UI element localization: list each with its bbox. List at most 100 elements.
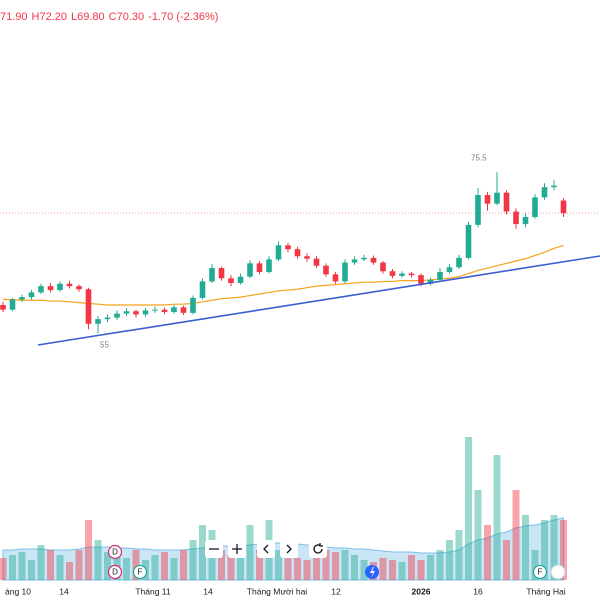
volume-bar: [436, 550, 444, 580]
event-marker[interactable]: D: [107, 564, 123, 580]
candle-body: [171, 307, 177, 313]
volume-bar: [560, 520, 567, 580]
candle-body: [408, 273, 415, 276]
candle-body: [76, 286, 82, 290]
candle-body: [209, 268, 215, 282]
moving-average: [3, 244, 564, 306]
volume-bar: [313, 555, 320, 580]
candle-body: [465, 224, 472, 258]
volume-bar: [493, 455, 501, 580]
volume-bar: [455, 530, 463, 580]
candle-body: [294, 249, 301, 257]
volume-bar: [427, 555, 434, 580]
candle-body: [161, 309, 168, 313]
candle-body: [560, 200, 567, 214]
volume-bar: [18, 552, 26, 580]
volume-bar: [541, 520, 548, 580]
volume-bar: [123, 558, 130, 580]
candle-body: [133, 311, 139, 315]
volume-bar: [360, 560, 368, 580]
zoom-in-icon: [232, 544, 242, 554]
volume-bar: [275, 550, 282, 580]
legend-item: -1.70 (-2.36%): [148, 11, 218, 23]
candle-body: [38, 286, 44, 293]
volume-bar: [151, 555, 159, 580]
volume-bar: [522, 515, 529, 580]
candle-body: [351, 259, 358, 263]
event-extra[interactable]: [550, 564, 566, 580]
x-axis-label: áng 10: [5, 586, 31, 596]
candle-body: [532, 197, 538, 218]
scroll-right-icon: [286, 544, 292, 554]
candle-body: [313, 258, 320, 266]
candle-body: [361, 257, 367, 260]
volume-bar: [66, 562, 73, 580]
candle-body: [142, 310, 149, 315]
volume-bar: [408, 555, 415, 580]
candle-body: [9, 299, 16, 310]
candle-body: [199, 281, 206, 298]
volume-bar: [199, 525, 206, 580]
candle-body: [104, 317, 111, 320]
event-label: D: [112, 568, 118, 577]
volume-bar: [398, 562, 406, 580]
ohlc-legend: 71.90 H72.20 L69.80 C70.30 -1.70 (-2.36%): [0, 11, 218, 23]
x-axis-label: 2026: [412, 586, 431, 596]
candle-body: [28, 292, 35, 298]
volume-bar: [417, 560, 425, 580]
candle-body: [66, 283, 73, 287]
candle-body: [152, 309, 158, 311]
volume-bar: [246, 525, 254, 580]
scroll-right-button[interactable]: [280, 540, 298, 558]
event-circle: [107, 544, 123, 560]
candle-body: [475, 195, 481, 225]
volume-bar: [94, 540, 102, 580]
lightning-event[interactable]: [365, 565, 379, 579]
candle-body: [228, 278, 234, 283]
volume-bar: [484, 525, 491, 580]
candle-body: [180, 307, 187, 313]
event-marker[interactable]: D: [107, 544, 123, 560]
volume-bar: [256, 550, 263, 580]
candle-body: [285, 245, 291, 250]
candle-body: [19, 297, 25, 300]
candle-body: [427, 279, 434, 284]
volume-bar: [75, 550, 83, 580]
event-circle: [532, 564, 548, 580]
volume-bar: [474, 490, 482, 580]
reset-button[interactable]: [309, 540, 327, 558]
event-marker[interactable]: F: [532, 564, 548, 580]
candle-body: [503, 192, 510, 212]
candle-body: [437, 271, 443, 280]
candle-body: [399, 273, 405, 276]
candle-body: [123, 311, 130, 314]
volume-bar: [351, 555, 358, 580]
volume-bar: [550, 515, 558, 580]
candle-body: [456, 257, 462, 268]
candle-body: [114, 313, 120, 318]
x-axis-label: 14: [59, 586, 69, 596]
candle-body: [513, 211, 519, 225]
candle-body: [256, 263, 263, 272]
volume-bar: [531, 550, 539, 580]
volume-bar: [227, 555, 235, 580]
volume-bar: [446, 540, 453, 580]
event-label: D: [112, 548, 118, 557]
volume-bar: [189, 540, 197, 580]
candle-body: [541, 187, 548, 198]
x-axis-label: Tháng 11: [135, 586, 171, 596]
candle-body: [304, 256, 310, 259]
candle-body: [551, 185, 557, 188]
x-axis-label: 12: [331, 586, 341, 596]
volume-bar: [161, 552, 168, 580]
event-label: F: [138, 568, 143, 577]
candle-body: [190, 297, 196, 313]
candle-body: [494, 192, 500, 204]
volume-bar: [85, 520, 92, 580]
candle-body: [522, 217, 529, 225]
event-marker[interactable]: F: [132, 564, 148, 580]
candle-body: [389, 271, 396, 276]
scroll-left-button[interactable]: [257, 540, 275, 558]
low-label: 55: [100, 340, 109, 349]
